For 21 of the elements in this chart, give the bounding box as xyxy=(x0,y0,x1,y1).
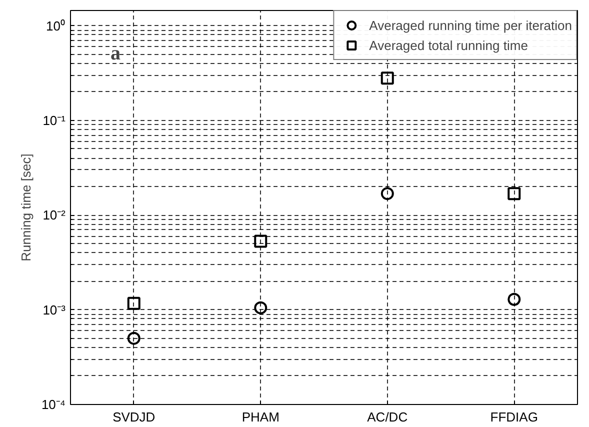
legend-label: Averaged running time per iteration xyxy=(369,18,572,32)
point xyxy=(254,301,268,314)
y-tick-label: 10⁻⁴ xyxy=(41,397,66,412)
x-tick-label: FFDIAG xyxy=(490,410,538,424)
point xyxy=(127,296,140,310)
point xyxy=(254,234,268,248)
legend-label: Averaged total running time xyxy=(369,38,528,52)
y-axis-title: Running time [sec] xyxy=(18,154,34,262)
point xyxy=(127,332,140,345)
point xyxy=(508,187,521,200)
x-tick-label: PHAM xyxy=(242,410,280,424)
annotation: a xyxy=(110,42,120,64)
point xyxy=(380,72,394,85)
point xyxy=(380,187,394,200)
y-tick-label: 10⁻² xyxy=(42,208,66,223)
y-tick-label: 10⁰ xyxy=(46,18,66,34)
x-tick-label: AC/DC xyxy=(367,410,408,424)
y-tick-label: 10⁻³ xyxy=(42,302,66,318)
x-tick-label: SVDJD xyxy=(112,410,156,424)
point xyxy=(508,292,521,306)
y-tick-label: 10⁻¹ xyxy=(42,112,66,128)
